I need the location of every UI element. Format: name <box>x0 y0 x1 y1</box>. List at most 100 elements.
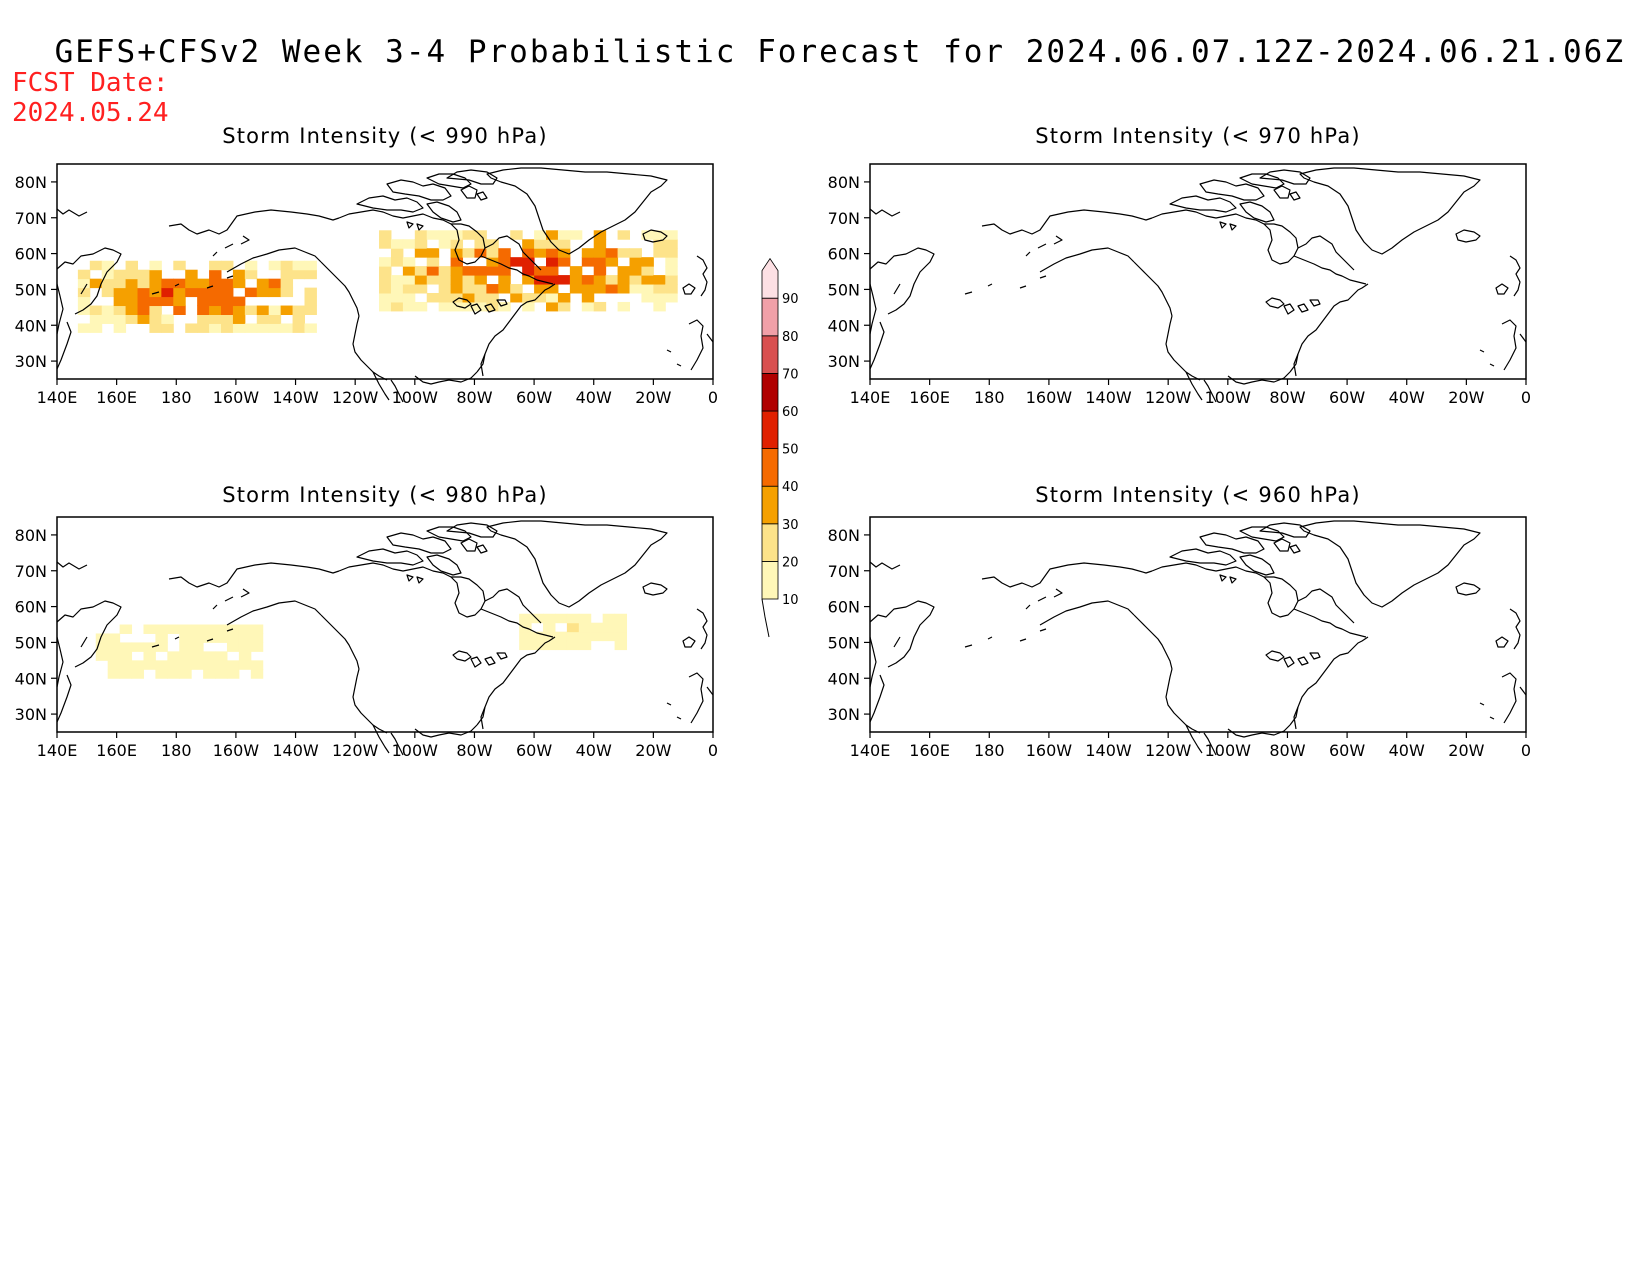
prob-cell <box>215 660 228 670</box>
prob-cell <box>95 651 109 661</box>
colorbar-tail <box>761 598 770 638</box>
prob-cell <box>221 278 234 289</box>
prob-cell <box>149 314 162 324</box>
prob-cell <box>77 287 91 298</box>
prob-cell <box>390 301 404 312</box>
prob-cell <box>95 642 109 652</box>
prob-cell <box>546 301 559 312</box>
lat-tick-label: 40N <box>828 669 860 688</box>
prob-cell <box>221 305 234 315</box>
colorbar-segment <box>761 372 779 412</box>
prob-cell <box>203 669 216 679</box>
prob-cell <box>379 293 392 303</box>
prob-cell <box>119 651 133 661</box>
prob-cell <box>450 266 464 276</box>
prob-cell <box>137 287 150 298</box>
prob-cell <box>438 301 452 312</box>
lat-tick-label: 30N <box>15 352 47 371</box>
lat-tick-label: 80N <box>15 173 47 192</box>
prob-cell <box>209 269 222 280</box>
prob-cell <box>450 257 464 267</box>
prob-cell <box>238 651 252 661</box>
prob-cell <box>232 323 246 333</box>
lon-tick-label: 140E <box>37 388 78 407</box>
heatmap-990 <box>77 230 678 333</box>
prob-cell <box>149 296 162 307</box>
prob-cell <box>125 287 139 298</box>
prob-cell <box>402 257 416 267</box>
prob-cell <box>197 296 210 307</box>
prob-cell <box>390 248 404 258</box>
prob-cell <box>232 296 246 307</box>
prob-cell <box>191 633 204 643</box>
prob-cell <box>221 296 234 307</box>
prob-cell <box>379 301 392 312</box>
prob-cell <box>653 293 666 303</box>
prob-cell <box>578 631 592 642</box>
prob-cell <box>462 266 475 276</box>
prob-cell <box>268 305 282 315</box>
prob-cell <box>534 248 547 258</box>
prob-cell <box>486 284 499 294</box>
prob-cell <box>304 305 317 315</box>
prob-cell <box>557 301 571 312</box>
prob-cell <box>101 278 115 289</box>
lon-tick-label: 40W <box>1389 388 1425 407</box>
prob-cell <box>280 287 294 298</box>
prob-cell <box>519 631 532 642</box>
lon-tick-label: 60W <box>516 741 552 760</box>
prob-cell <box>546 284 559 294</box>
prob-cell <box>107 669 121 679</box>
prob-cell <box>119 624 133 634</box>
lon-tick-label: 160E <box>96 388 137 407</box>
prob-cell <box>379 275 392 285</box>
prob-cell <box>197 287 210 298</box>
map-panel-990: 140E 160E 180 160W 140W 120W 100W 80W 60W 40W 20W 0… <box>15 163 718 407</box>
prob-cell <box>557 275 571 285</box>
prob-cell <box>617 266 631 276</box>
lat-tick-label: 60N <box>828 245 860 264</box>
lon-tick-label: 100W <box>392 388 439 407</box>
prob-cell <box>161 278 174 289</box>
prob-cell <box>554 640 568 651</box>
prob-cell <box>125 269 139 280</box>
prob-cell <box>486 266 499 276</box>
prob-cell <box>125 305 139 315</box>
prob-cell <box>665 248 678 258</box>
prob-cell <box>149 305 162 315</box>
lat-tick-label: 60N <box>828 598 860 617</box>
prob-cell <box>462 248 475 258</box>
prob-cell <box>89 314 103 324</box>
lon-tick-label: 80W <box>1269 388 1305 407</box>
prob-cell <box>304 260 317 271</box>
prob-cell <box>498 275 511 285</box>
colorbar-tick-label: 30 <box>782 518 799 533</box>
prob-cell <box>226 669 240 679</box>
prob-cell <box>605 275 619 285</box>
prob-cell <box>256 287 270 298</box>
prob-cell <box>414 248 428 258</box>
prob-cell <box>113 296 127 307</box>
prob-cell <box>209 278 222 289</box>
prob-cell <box>215 651 228 661</box>
colorbar: 10 20 30 40 50 60 70 80 90 <box>761 257 799 638</box>
lon-tick-label: 0 <box>708 388 718 407</box>
lon-tick-label: 160W <box>213 741 260 760</box>
lon-tick-label: 0 <box>708 741 718 760</box>
prob-cell <box>191 624 204 634</box>
prob-cell <box>155 642 168 652</box>
prob-cell <box>390 284 404 294</box>
lat-tick-label: 70N <box>15 562 47 581</box>
prob-cell <box>113 305 127 315</box>
colorbar-segment <box>761 297 779 337</box>
lon-tick-label: 180 <box>974 741 1005 760</box>
prob-cell <box>641 266 654 276</box>
prob-cell <box>215 633 228 643</box>
prob-cell <box>113 323 127 333</box>
prob-cell <box>641 284 654 294</box>
prob-cell <box>665 275 678 285</box>
colorbar-tick-label: 60 <box>782 405 799 420</box>
prob-cell <box>414 301 428 312</box>
prob-cell <box>498 248 511 258</box>
